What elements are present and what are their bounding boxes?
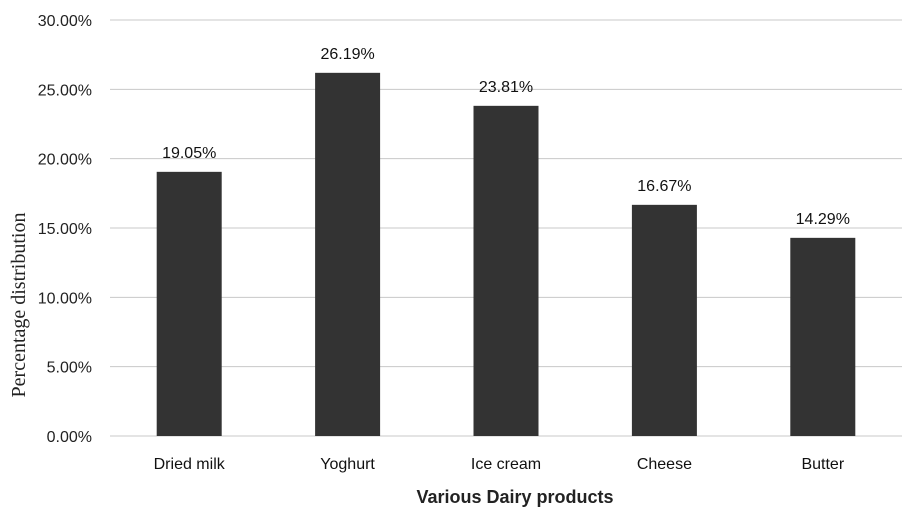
bar: [156, 171, 222, 436]
category-label: Cheese: [637, 456, 692, 473]
category-label: Butter: [801, 456, 844, 473]
category-label: Ice cream: [471, 456, 541, 473]
bar: [790, 237, 856, 436]
y-tick-label: 5.00%: [47, 360, 92, 377]
y-tick-label: 15.00%: [38, 221, 92, 238]
y-tick-label: 25.00%: [38, 82, 92, 99]
category-label: Yoghurt: [320, 456, 375, 473]
bar: [473, 105, 539, 437]
data-label: 14.29%: [796, 211, 850, 228]
bar: [631, 204, 697, 436]
data-label: 16.67%: [637, 178, 691, 195]
y-tick-label: 30.00%: [38, 13, 92, 30]
bars: [156, 72, 856, 437]
bar: [315, 72, 381, 436]
data-label: 23.81%: [479, 79, 533, 96]
data-labels: 19.05% 26.19% 23.81% 16.67% 14.29%: [162, 46, 850, 228]
x-axis-title: Various Dairy products: [416, 487, 613, 507]
y-axis-ticks: 0.00% 5.00% 10.00% 15.00% 20.00% 25.00% 30.00%: [38, 13, 92, 446]
x-axis-categories: Dried milk Yoghurt Ice cream Cheese Butter: [154, 456, 845, 473]
category-label: Dried milk: [154, 456, 226, 473]
y-tick-label: 0.00%: [47, 429, 92, 446]
data-label: 19.05%: [162, 145, 216, 162]
data-label: 26.19%: [320, 46, 374, 63]
y-axis-title: Percentage distribution: [8, 213, 30, 398]
y-tick-label: 10.00%: [38, 290, 92, 307]
y-tick-label: 20.00%: [38, 152, 92, 169]
